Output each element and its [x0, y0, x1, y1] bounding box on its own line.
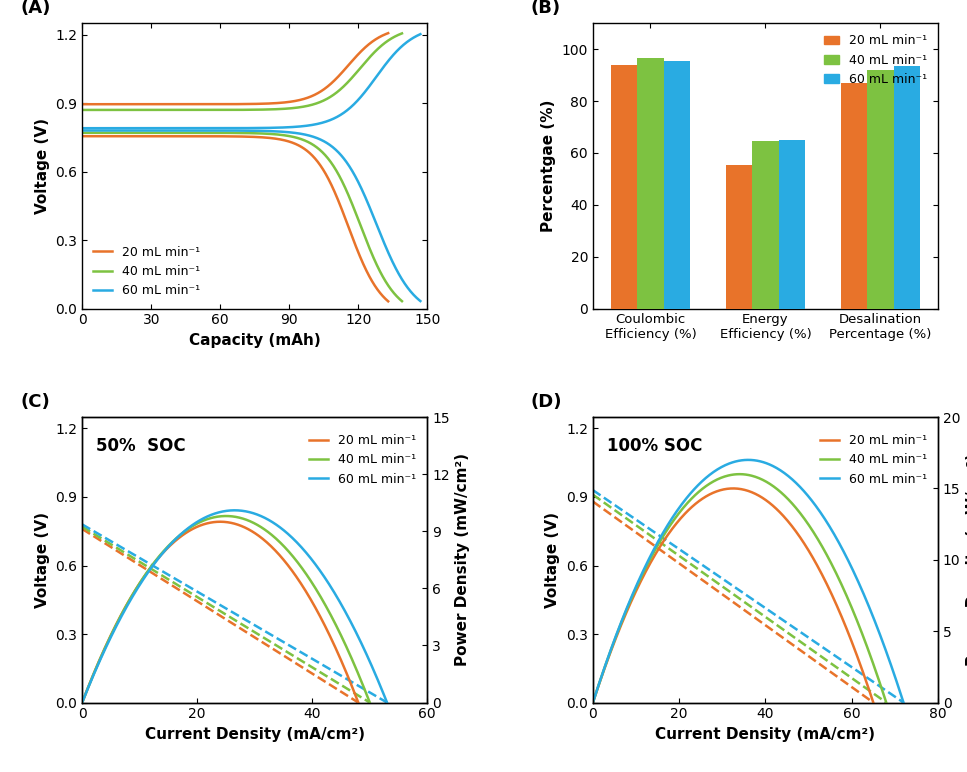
Text: (A): (A) — [20, 0, 50, 18]
Y-axis label: Voltage (V): Voltage (V) — [35, 512, 49, 608]
Legend: 20 mL min⁻¹, 40 mL min⁻¹, 60 mL min⁻¹: 20 mL min⁻¹, 40 mL min⁻¹, 60 mL min⁻¹ — [819, 29, 932, 91]
Text: (C): (C) — [20, 394, 50, 411]
Bar — [726, 164, 752, 309]
Bar — [840, 83, 867, 309]
Text: (B): (B) — [531, 0, 561, 18]
Bar — [894, 66, 921, 309]
Y-axis label: Voltage (V): Voltage (V) — [35, 118, 49, 214]
Y-axis label: Percentgae (%): Percentgae (%) — [542, 100, 556, 232]
X-axis label: Current Density (mA/cm²): Current Density (mA/cm²) — [656, 727, 875, 742]
Bar — [752, 141, 778, 309]
Bar — [778, 140, 806, 309]
Text: 100% SOC: 100% SOC — [606, 437, 702, 455]
Text: 50%  SOC: 50% SOC — [96, 437, 186, 455]
Y-axis label: Power Density (mW/cm²): Power Density (mW/cm²) — [966, 453, 967, 666]
Y-axis label: Power Density (mW/cm²): Power Density (mW/cm²) — [455, 453, 470, 666]
Legend: 20 mL min⁻¹, 40 mL min⁻¹, 60 mL min⁻¹: 20 mL min⁻¹, 40 mL min⁻¹, 60 mL min⁻¹ — [815, 429, 932, 490]
Text: (D): (D) — [531, 394, 562, 411]
Y-axis label: Voltage (V): Voltage (V) — [545, 512, 561, 608]
Bar — [867, 70, 894, 309]
X-axis label: Current Density (mA/cm²): Current Density (mA/cm²) — [145, 727, 365, 742]
X-axis label: Capacity (mAh): Capacity (mAh) — [189, 333, 321, 348]
Legend: 20 mL min⁻¹, 40 mL min⁻¹, 60 mL min⁻¹: 20 mL min⁻¹, 40 mL min⁻¹, 60 mL min⁻¹ — [88, 241, 205, 303]
Bar — [637, 58, 663, 309]
Legend: 20 mL min⁻¹, 40 mL min⁻¹, 60 mL min⁻¹: 20 mL min⁻¹, 40 mL min⁻¹, 60 mL min⁻¹ — [305, 429, 421, 490]
Bar — [611, 65, 637, 309]
Bar — [663, 61, 690, 309]
